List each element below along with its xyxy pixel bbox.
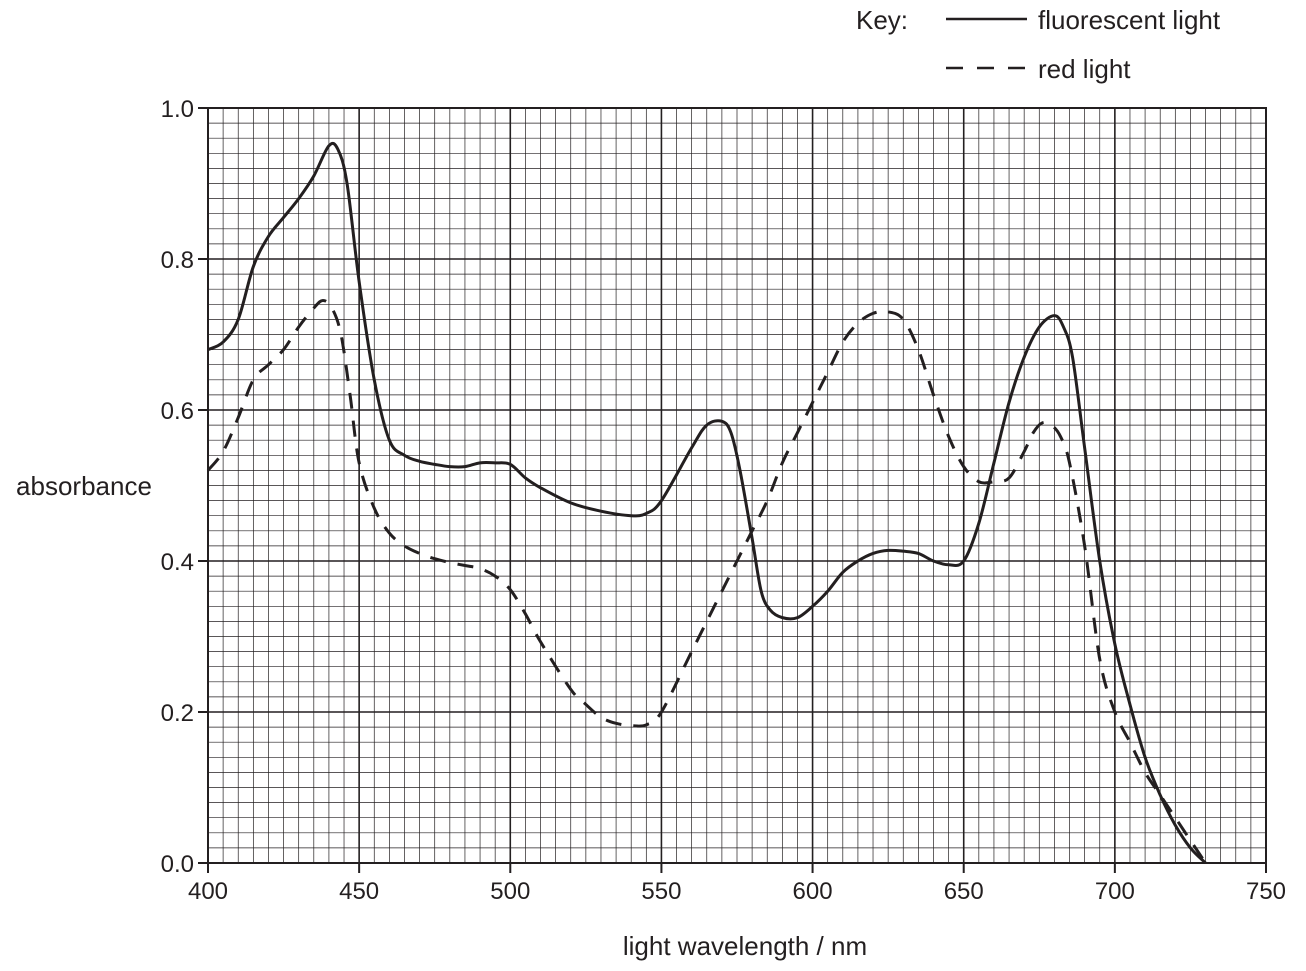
y-tick-label: 0.4 [161,549,194,576]
x-tick-label: 500 [490,878,530,905]
x-tick-label: 550 [641,878,681,905]
y-tick-label: 1.0 [161,96,194,123]
y-tick-label: 0.8 [161,247,194,274]
legend: Key: fluorescent light red light [856,5,1221,84]
y-axis-label: absorbance [16,471,152,501]
legend-label-red: red light [1038,54,1131,84]
legend-label-fluorescent: fluorescent light [1038,5,1221,35]
x-tick-label: 400 [188,878,228,905]
x-tick-label: 700 [1095,878,1135,905]
series-line-fluorescent-light [207,141,1207,865]
plot-frame [207,107,1267,864]
y-tick-label: 0.0 [161,851,194,878]
series-lines [206,141,1207,865]
y-tick-labels: 0.0 0.2 0.4 0.6 0.8 1.0 [161,96,194,878]
x-tick-label: 650 [944,878,984,905]
x-axis-label: light wavelength / nm [623,931,867,961]
x-tick-label: 750 [1246,878,1286,905]
legend-key-label: Key: [856,5,908,35]
x-tick-label: 600 [793,878,833,905]
x-tick-label: 450 [339,878,379,905]
axis-ticks [198,107,1267,873]
x-tick-labels: 400 450 500 550 600 650 700 750 [188,878,1286,905]
minor-grid [208,108,1266,863]
y-tick-label: 0.2 [161,700,194,727]
y-tick-label: 0.6 [161,398,194,425]
